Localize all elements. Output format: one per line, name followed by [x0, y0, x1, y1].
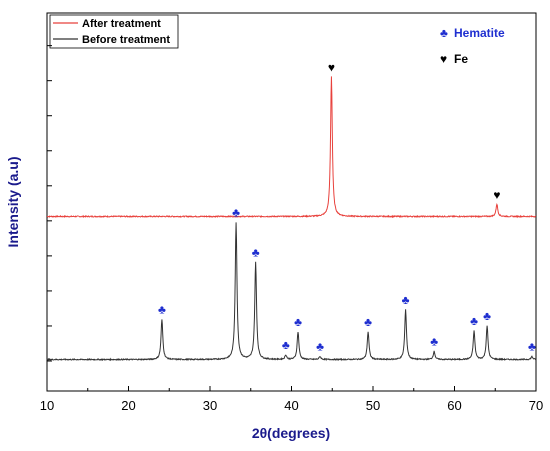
hematite-marker-icon: ♣: [364, 315, 372, 329]
fe-key-icon: ♥: [440, 52, 447, 66]
x-tick-label: 20: [121, 398, 135, 413]
hematite-marker-icon: ♣: [430, 335, 438, 349]
hematite-marker-icon: ♣: [316, 340, 324, 354]
hematite-key-label: Hematite: [454, 26, 505, 40]
y-axis-label: Intensity (a.u): [5, 156, 21, 247]
hematite-marker-icon: ♣: [232, 205, 240, 219]
phase-key: ♣ Hematite ♥ Fe: [440, 26, 505, 66]
x-tick-label: 10: [40, 398, 54, 413]
markers-layer: ♣ ♣ ♣ ♣ ♣ ♣ ♣ ♣ ♣ ♣ ♣ ♣ ♥ ♥: [158, 60, 536, 353]
hematite-marker-icon: ♣: [402, 293, 410, 307]
hematite-marker-icon: ♣: [158, 302, 166, 316]
x-tick-label: 30: [203, 398, 217, 413]
hematite-marker-icon: ♣: [294, 315, 302, 329]
series-layer: [46, 76, 537, 362]
hematite-marker-icon: ♣: [528, 340, 536, 354]
hematite-marker-icon: ♣: [282, 338, 290, 352]
legend-label-before: Before treatment: [82, 34, 170, 46]
hematite-marker-icon: ♣: [483, 309, 491, 323]
hematite-marker-icon: ♣: [470, 314, 478, 328]
legend-label-after: After treatment: [82, 18, 161, 30]
before-treatment-line: [46, 222, 537, 362]
ticks-layer: 10 20 30 40 50 60 70: [40, 45, 543, 413]
after-treatment-line: [46, 76, 537, 219]
legend-box: [49, 14, 179, 49]
x-tick-label: 40: [284, 398, 298, 413]
x-tick-label: 60: [447, 398, 461, 413]
plot-frame: [46, 12, 537, 392]
hematite-key-icon: ♣: [440, 26, 448, 40]
x-axis-label: 2θ(degrees): [252, 425, 330, 441]
legend: After treatment Before treatment: [49, 14, 179, 49]
fe-marker-icon: ♥: [328, 60, 335, 74]
fe-key-label: Fe: [454, 52, 468, 66]
fe-marker-icon: ♥: [493, 188, 500, 202]
x-tick-label: 70: [529, 398, 543, 413]
hematite-marker-icon: ♣: [252, 245, 260, 259]
x-tick-label: 50: [366, 398, 380, 413]
